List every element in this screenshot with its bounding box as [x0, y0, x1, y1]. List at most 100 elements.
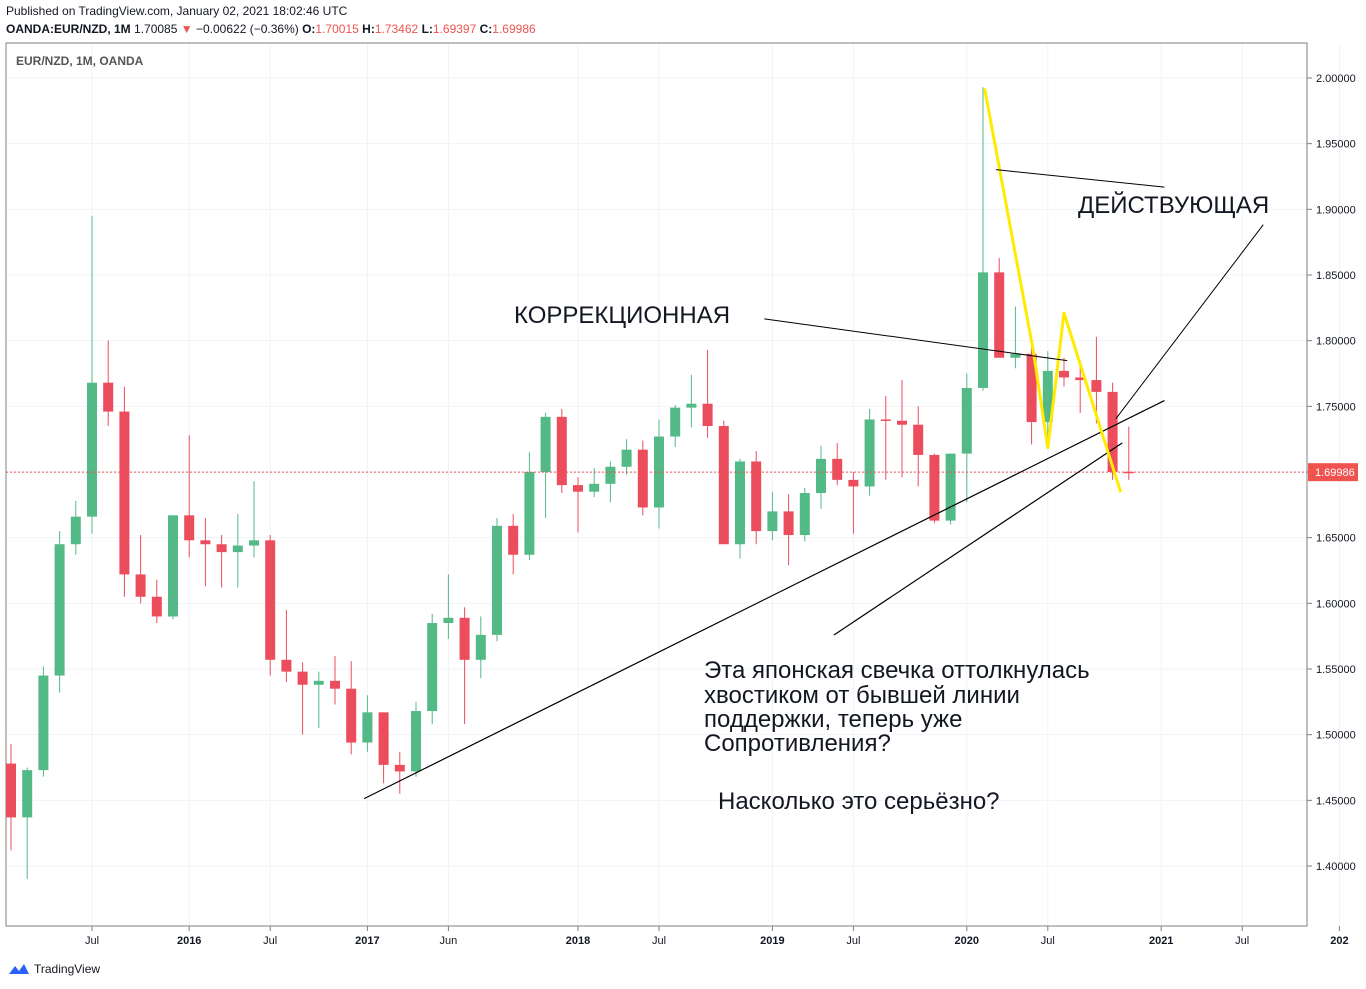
candle-down — [459, 617, 470, 660]
candle-down — [556, 416, 567, 486]
candle-up — [70, 516, 81, 545]
x-axis: Jul 2016 Jul 2017 Jun 2018 Jul 2019 Jul 2020 Jul 20… — [6, 925, 1349, 947]
candle-down — [897, 420, 907, 425]
candle-down — [1123, 471, 1134, 474]
candle-down — [848, 479, 859, 487]
annotation-line-2: хвостиком от бывшей линии — [704, 682, 1020, 709]
price-change: −0.00622 (−0.36%) — [195, 22, 299, 36]
candle-down — [346, 688, 357, 743]
candle-down — [184, 515, 195, 541]
candle-up — [492, 525, 502, 635]
down-arrow-icon: ▼ — [180, 22, 193, 36]
y-tick-label: 1.45000 — [1316, 795, 1356, 807]
high-value: 1.73462 — [374, 22, 419, 36]
candle-down — [832, 458, 843, 480]
trend-line — [833, 442, 1123, 636]
candle-up — [22, 770, 33, 818]
symbol-label: OANDA:EUR/NZD, 1M — [6, 22, 131, 36]
symbol-line: OANDA:EUR/NZD, 1M 1.70085 ▼ −0.00622 (−0… — [6, 22, 536, 36]
annotation-active: ДЕЙСТВУЮЩАЯ — [1078, 191, 1269, 219]
x-tick-label: 2017 — [355, 935, 379, 947]
close-label: C: — [479, 22, 493, 36]
y-tick-label: 1.40000 — [1316, 861, 1356, 873]
candle-down — [378, 712, 389, 765]
x-tick-label: 202 — [1330, 935, 1348, 947]
annotation-line-3: поддержки, теперь уже — [704, 706, 962, 733]
candle-down — [637, 449, 648, 508]
price-label: 1.69986 — [1315, 467, 1355, 479]
candle-down — [1059, 370, 1069, 378]
candle-up — [427, 623, 438, 712]
candle-up — [362, 712, 373, 743]
x-tick-label: 2016 — [177, 935, 201, 947]
x-tick-label: Jun — [440, 935, 458, 947]
candle-down — [783, 511, 794, 536]
candle-down — [216, 544, 227, 553]
y-tick-label: 1.85000 — [1316, 270, 1356, 282]
tradingview-logo-icon — [9, 964, 29, 974]
candle-up — [540, 416, 551, 472]
high-label: H: — [362, 22, 375, 36]
yellow-pattern-line — [983, 88, 1123, 493]
candle-down — [265, 540, 276, 660]
candle-down — [751, 461, 762, 532]
candle-down — [119, 411, 130, 575]
candle-up — [864, 419, 875, 487]
candle-down — [508, 525, 519, 555]
x-tick-label: Jul — [1041, 935, 1055, 947]
candle-down — [6, 763, 16, 818]
footer[interactable]: TradingView — [8, 962, 100, 976]
candle-up — [767, 511, 778, 532]
candle-down — [880, 419, 891, 421]
candle-up — [54, 544, 65, 676]
candle-up — [524, 472, 535, 555]
candle-down — [573, 485, 583, 492]
candle-up — [232, 545, 243, 553]
candle-up — [945, 453, 956, 521]
candle-down — [103, 382, 114, 412]
candle-down — [702, 403, 713, 427]
candle-down — [394, 764, 405, 772]
x-tick-label: Jul — [652, 935, 666, 947]
annotation-line-4: Сопротивления? — [704, 730, 891, 757]
candle-up — [816, 458, 826, 494]
y-tick-label: 1.55000 — [1316, 664, 1356, 676]
last-price: 1.70085 — [134, 22, 178, 36]
candle-down — [1026, 353, 1037, 423]
x-tick-label: 2020 — [955, 935, 979, 947]
candle-up — [475, 634, 486, 660]
candle-down — [151, 596, 162, 617]
x-tick-label: 2019 — [760, 935, 784, 947]
candle-down — [1091, 380, 1102, 392]
candle-up — [686, 403, 697, 408]
price-label-bg — [1308, 463, 1358, 482]
annotation-line-1: Эта японская свечка оттолкнулась — [704, 657, 1090, 684]
candle-down — [929, 454, 940, 521]
open-value: 1.70015 — [315, 22, 359, 36]
candle-up — [313, 680, 324, 685]
y-tick-label: 1.50000 — [1316, 730, 1356, 742]
candle-down — [718, 426, 729, 545]
candle-up — [589, 483, 600, 492]
low-label: L: — [421, 22, 433, 36]
candle-down — [135, 574, 146, 597]
candle-down — [994, 272, 1005, 358]
candle-up — [411, 711, 421, 772]
y-tick-label: 1.60000 — [1316, 598, 1356, 610]
chart-title: EUR/NZD, 1M, OANDA — [16, 54, 144, 68]
y-tick-label: 1.65000 — [1316, 533, 1356, 545]
candle-up — [168, 515, 178, 617]
candle-down — [913, 424, 924, 455]
low-value: 1.69397 — [432, 22, 477, 36]
close-value: 1.69986 — [492, 22, 536, 36]
candle-up — [1010, 353, 1021, 358]
y-tick-label: 1.95000 — [1316, 139, 1356, 151]
footer-brand: TradingView — [34, 962, 101, 976]
x-tick-label: 2021 — [1149, 935, 1173, 947]
grid — [6, 43, 1340, 926]
current-price-line: 1.69986 — [6, 463, 1358, 482]
candle-up — [443, 617, 454, 624]
y-axis: 2.00000 1.95000 1.90000 1.85000 1.80000 1.750… — [1307, 73, 1356, 873]
candle-up — [38, 675, 49, 771]
